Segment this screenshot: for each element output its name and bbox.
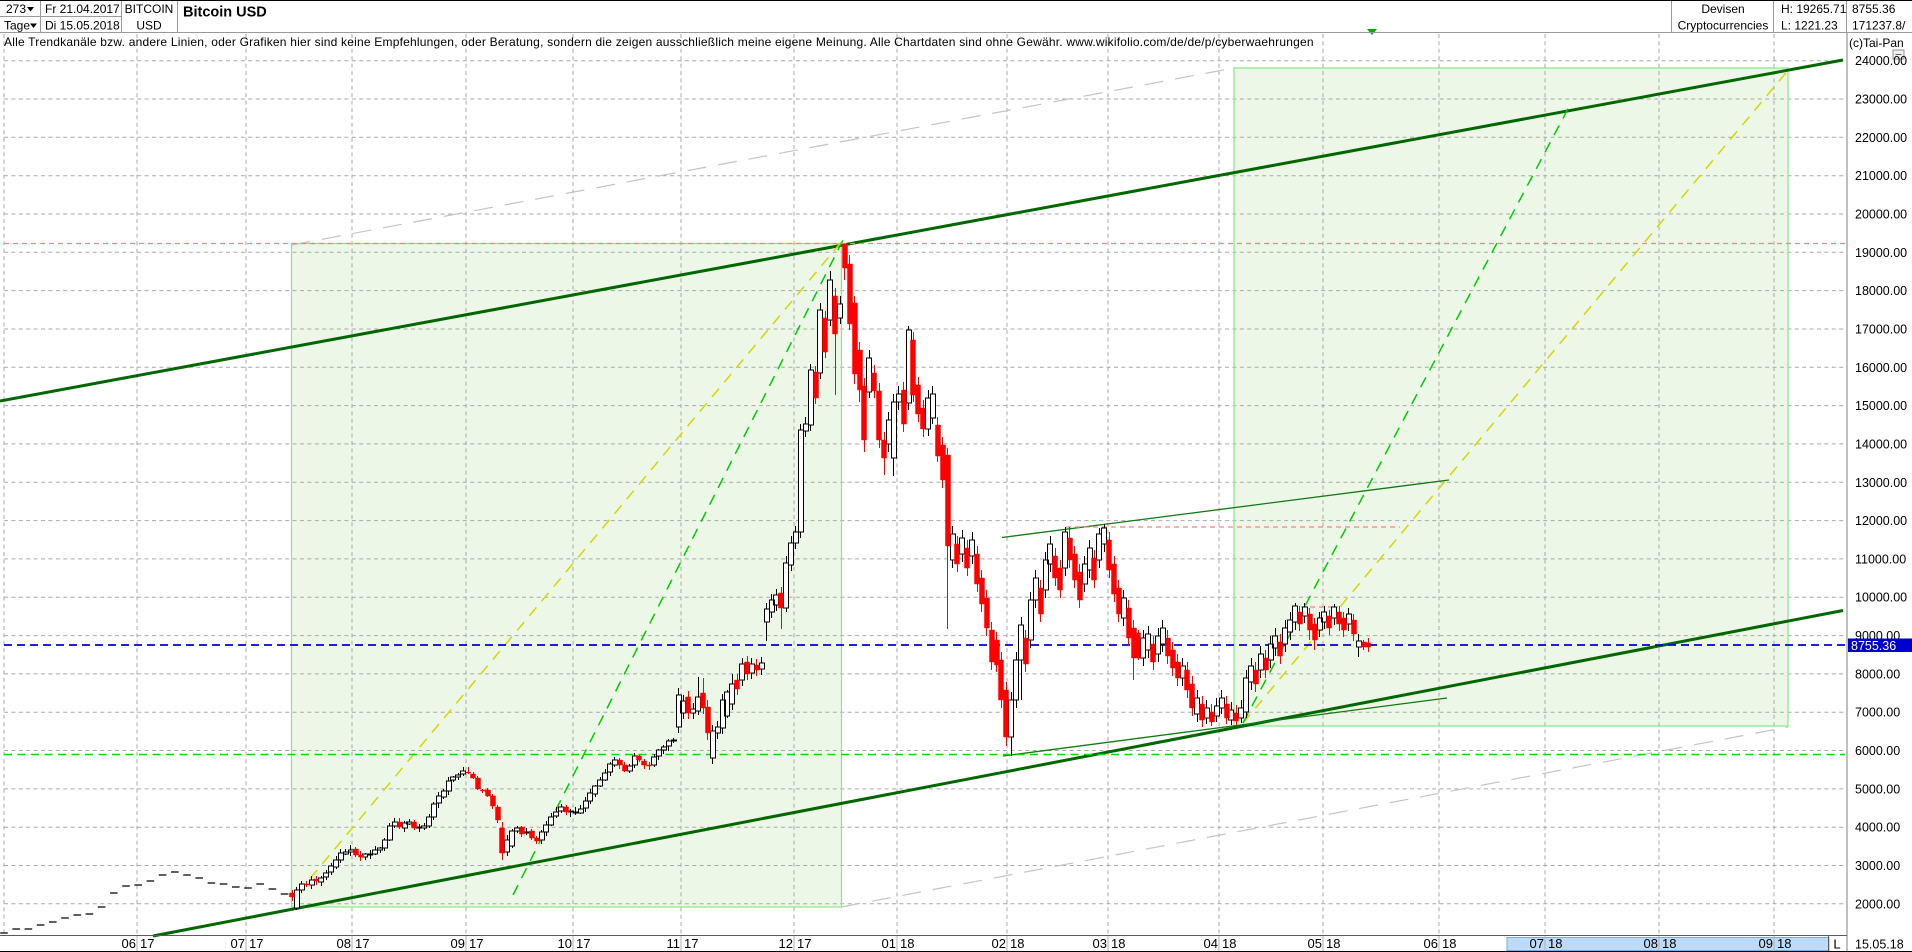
- svg-text:Fr 21.04.2017: Fr 21.04.2017: [45, 2, 120, 16]
- svg-text:Devisen: Devisen: [1701, 2, 1744, 16]
- svg-text:01: 01: [882, 936, 896, 951]
- svg-text:19000.00: 19000.00: [1855, 246, 1907, 260]
- svg-text:18: 18: [1442, 936, 1456, 951]
- svg-text:03: 03: [1093, 936, 1107, 951]
- svg-text:07: 07: [231, 936, 245, 951]
- svg-text:10000.00: 10000.00: [1855, 591, 1907, 605]
- svg-text:02: 02: [992, 936, 1006, 951]
- svg-text:10: 10: [558, 936, 572, 951]
- svg-text:Cryptocurrencies: Cryptocurrencies: [1678, 19, 1769, 33]
- svg-text:20000.00: 20000.00: [1855, 208, 1907, 222]
- svg-text:11: 11: [667, 936, 681, 951]
- svg-text:18: 18: [1777, 936, 1791, 951]
- svg-text:18: 18: [1222, 936, 1236, 951]
- svg-text:(c)Tai-Pan: (c)Tai-Pan: [1849, 36, 1904, 50]
- svg-text:H: 19265.71: H: 19265.71: [1781, 2, 1847, 16]
- svg-text:273: 273: [6, 2, 26, 16]
- svg-text:8755.36: 8755.36: [1852, 2, 1896, 16]
- svg-text:08: 08: [337, 936, 351, 951]
- svg-text:22000.00: 22000.00: [1855, 131, 1907, 145]
- svg-text:17: 17: [576, 936, 590, 951]
- svg-text:09: 09: [1759, 936, 1773, 951]
- svg-text:3000.00: 3000.00: [1855, 859, 1900, 873]
- svg-text:13000.00: 13000.00: [1855, 476, 1907, 490]
- svg-text:23000.00: 23000.00: [1855, 93, 1907, 107]
- svg-text:Alle Trendkanäle bzw. andere L: Alle Trendkanäle bzw. andere Linien, ode…: [4, 35, 1314, 49]
- svg-text:17: 17: [797, 936, 811, 951]
- svg-text:17: 17: [469, 936, 483, 951]
- svg-text:06: 06: [1424, 936, 1438, 951]
- svg-text:18: 18: [1662, 936, 1676, 951]
- svg-text:18: 18: [900, 936, 914, 951]
- svg-text:11000.00: 11000.00: [1855, 552, 1906, 566]
- svg-text:8755.36: 8755.36: [1851, 639, 1896, 653]
- svg-text:4000.00: 4000.00: [1855, 821, 1900, 835]
- svg-text:06: 06: [122, 936, 136, 951]
- svg-text:14000.00: 14000.00: [1855, 437, 1907, 451]
- svg-text:17: 17: [140, 936, 154, 951]
- svg-text:15.05.18: 15.05.18: [1855, 938, 1904, 952]
- svg-text:05: 05: [1308, 936, 1322, 951]
- svg-text:USD: USD: [136, 19, 162, 33]
- svg-text:18: 18: [1326, 936, 1340, 951]
- svg-text:17: 17: [355, 936, 369, 951]
- svg-text:09: 09: [451, 936, 465, 951]
- svg-text:12000.00: 12000.00: [1855, 514, 1907, 528]
- svg-text:Bitcoin USD: Bitcoin USD: [183, 5, 267, 21]
- svg-text:18000.00: 18000.00: [1855, 284, 1907, 298]
- svg-text:BITCOIN: BITCOIN: [125, 2, 174, 16]
- svg-text:18: 18: [1010, 936, 1024, 951]
- svg-text:8000.00: 8000.00: [1855, 667, 1900, 681]
- svg-text:Di 15.05.2018: Di 15.05.2018: [45, 19, 120, 33]
- svg-text:08: 08: [1644, 936, 1658, 951]
- svg-text:17: 17: [249, 936, 263, 951]
- svg-text:17: 17: [684, 936, 698, 951]
- svg-text:6000.00: 6000.00: [1855, 744, 1900, 758]
- svg-text:18: 18: [1548, 936, 1562, 951]
- svg-text:15000.00: 15000.00: [1855, 399, 1907, 413]
- svg-text:171237.8/: 171237.8/: [1852, 19, 1906, 33]
- svg-text:04: 04: [1204, 936, 1218, 951]
- svg-text:18: 18: [1111, 936, 1125, 951]
- svg-text:L: L: [1833, 937, 1840, 952]
- svg-text:16000.00: 16000.00: [1855, 361, 1907, 375]
- svg-text:17000.00: 17000.00: [1855, 323, 1907, 337]
- svg-text:7000.00: 7000.00: [1855, 706, 1900, 720]
- svg-text:07: 07: [1530, 936, 1544, 951]
- svg-text:5000.00: 5000.00: [1855, 782, 1900, 796]
- svg-text:L: 1221.23: L: 1221.23: [1781, 19, 1838, 33]
- svg-text:12: 12: [779, 936, 793, 951]
- svg-text:24000.00: 24000.00: [1855, 54, 1907, 68]
- svg-text:2000.00: 2000.00: [1855, 897, 1900, 911]
- svg-text:21000.00: 21000.00: [1855, 169, 1907, 183]
- svg-text:Tage: Tage: [4, 19, 30, 33]
